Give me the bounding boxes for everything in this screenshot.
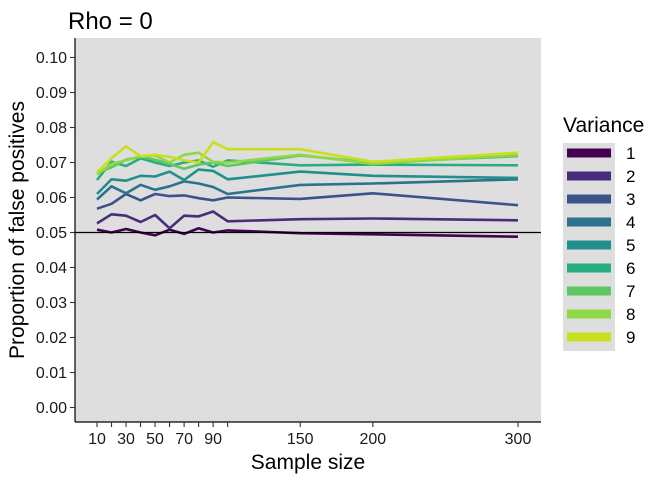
series-line-1 bbox=[96, 227, 519, 238]
y-tick-label: 0.04 bbox=[36, 260, 67, 277]
axes-layer: 0.00 0.01 0.02 0.03 0.04 0.05 0.06 0.07 0.08 0.09… bbox=[36, 38, 541, 448]
y-tick-label: 0.09 bbox=[36, 85, 67, 102]
legend-label-7: 7 bbox=[626, 282, 635, 301]
x-axis-title: Sample size bbox=[251, 451, 365, 474]
y-tick-label: 0.02 bbox=[36, 330, 67, 347]
series-line-4 bbox=[96, 178, 519, 201]
legend-items: 1 2 3 4 5 6 7 8 9 bbox=[563, 143, 635, 351]
legend-label-8: 8 bbox=[626, 305, 635, 324]
x-tick-label: 10 bbox=[88, 431, 106, 448]
legend-key-1 bbox=[567, 148, 611, 158]
y-tick-label: 0.08 bbox=[36, 120, 67, 137]
x-tick-label: 70 bbox=[175, 431, 193, 448]
series-layer bbox=[95, 140, 519, 238]
legend-title: Variance bbox=[563, 114, 644, 137]
legend-key-9 bbox=[567, 332, 611, 342]
y-tick-label: 0.10 bbox=[36, 50, 67, 67]
y-tick-label: 0.00 bbox=[36, 400, 67, 417]
y-tick-label: 0.07 bbox=[36, 155, 67, 172]
plot-panel bbox=[75, 38, 541, 422]
legend-label-4: 4 bbox=[626, 213, 635, 232]
legend-label-3: 3 bbox=[626, 190, 635, 209]
series-line-6 bbox=[95, 157, 519, 181]
y-tick-label: 0.05 bbox=[36, 225, 67, 242]
x-tick-label: 90 bbox=[204, 431, 222, 448]
series-line-2 bbox=[96, 210, 519, 230]
legend-label-2: 2 bbox=[626, 167, 635, 186]
x-tick-label: 200 bbox=[359, 431, 386, 448]
legend: Variance 1 2 3 4 5 6 7 8 9 bbox=[563, 114, 644, 351]
legend-key-2 bbox=[567, 171, 611, 181]
legend-key-8 bbox=[567, 309, 611, 319]
y-tick-label: 0.06 bbox=[36, 190, 67, 207]
x-tick-label: 300 bbox=[505, 431, 532, 448]
legend-key-4 bbox=[567, 217, 611, 227]
series-line-5 bbox=[96, 168, 519, 195]
series-line-8 bbox=[96, 151, 519, 176]
x-tick-label: 150 bbox=[287, 431, 314, 448]
legend-label-9: 9 bbox=[626, 328, 635, 347]
plot-title: Rho = 0 bbox=[68, 8, 153, 35]
legend-label-5: 5 bbox=[626, 236, 635, 255]
x-tick-label: 30 bbox=[117, 431, 135, 448]
legend-key-3 bbox=[567, 194, 611, 204]
legend-key-5 bbox=[567, 240, 611, 250]
y-tick-label: 0.03 bbox=[36, 295, 67, 312]
legend-label-1: 1 bbox=[626, 144, 635, 163]
legend-key-6 bbox=[567, 263, 611, 273]
x-tick-label: 50 bbox=[146, 431, 164, 448]
series-line-9 bbox=[96, 140, 519, 174]
y-tick-label: 0.01 bbox=[36, 365, 67, 382]
legend-label-6: 6 bbox=[626, 259, 635, 278]
y-axis-title: Proportion of false positives bbox=[6, 101, 29, 359]
legend-key-7 bbox=[567, 286, 611, 296]
